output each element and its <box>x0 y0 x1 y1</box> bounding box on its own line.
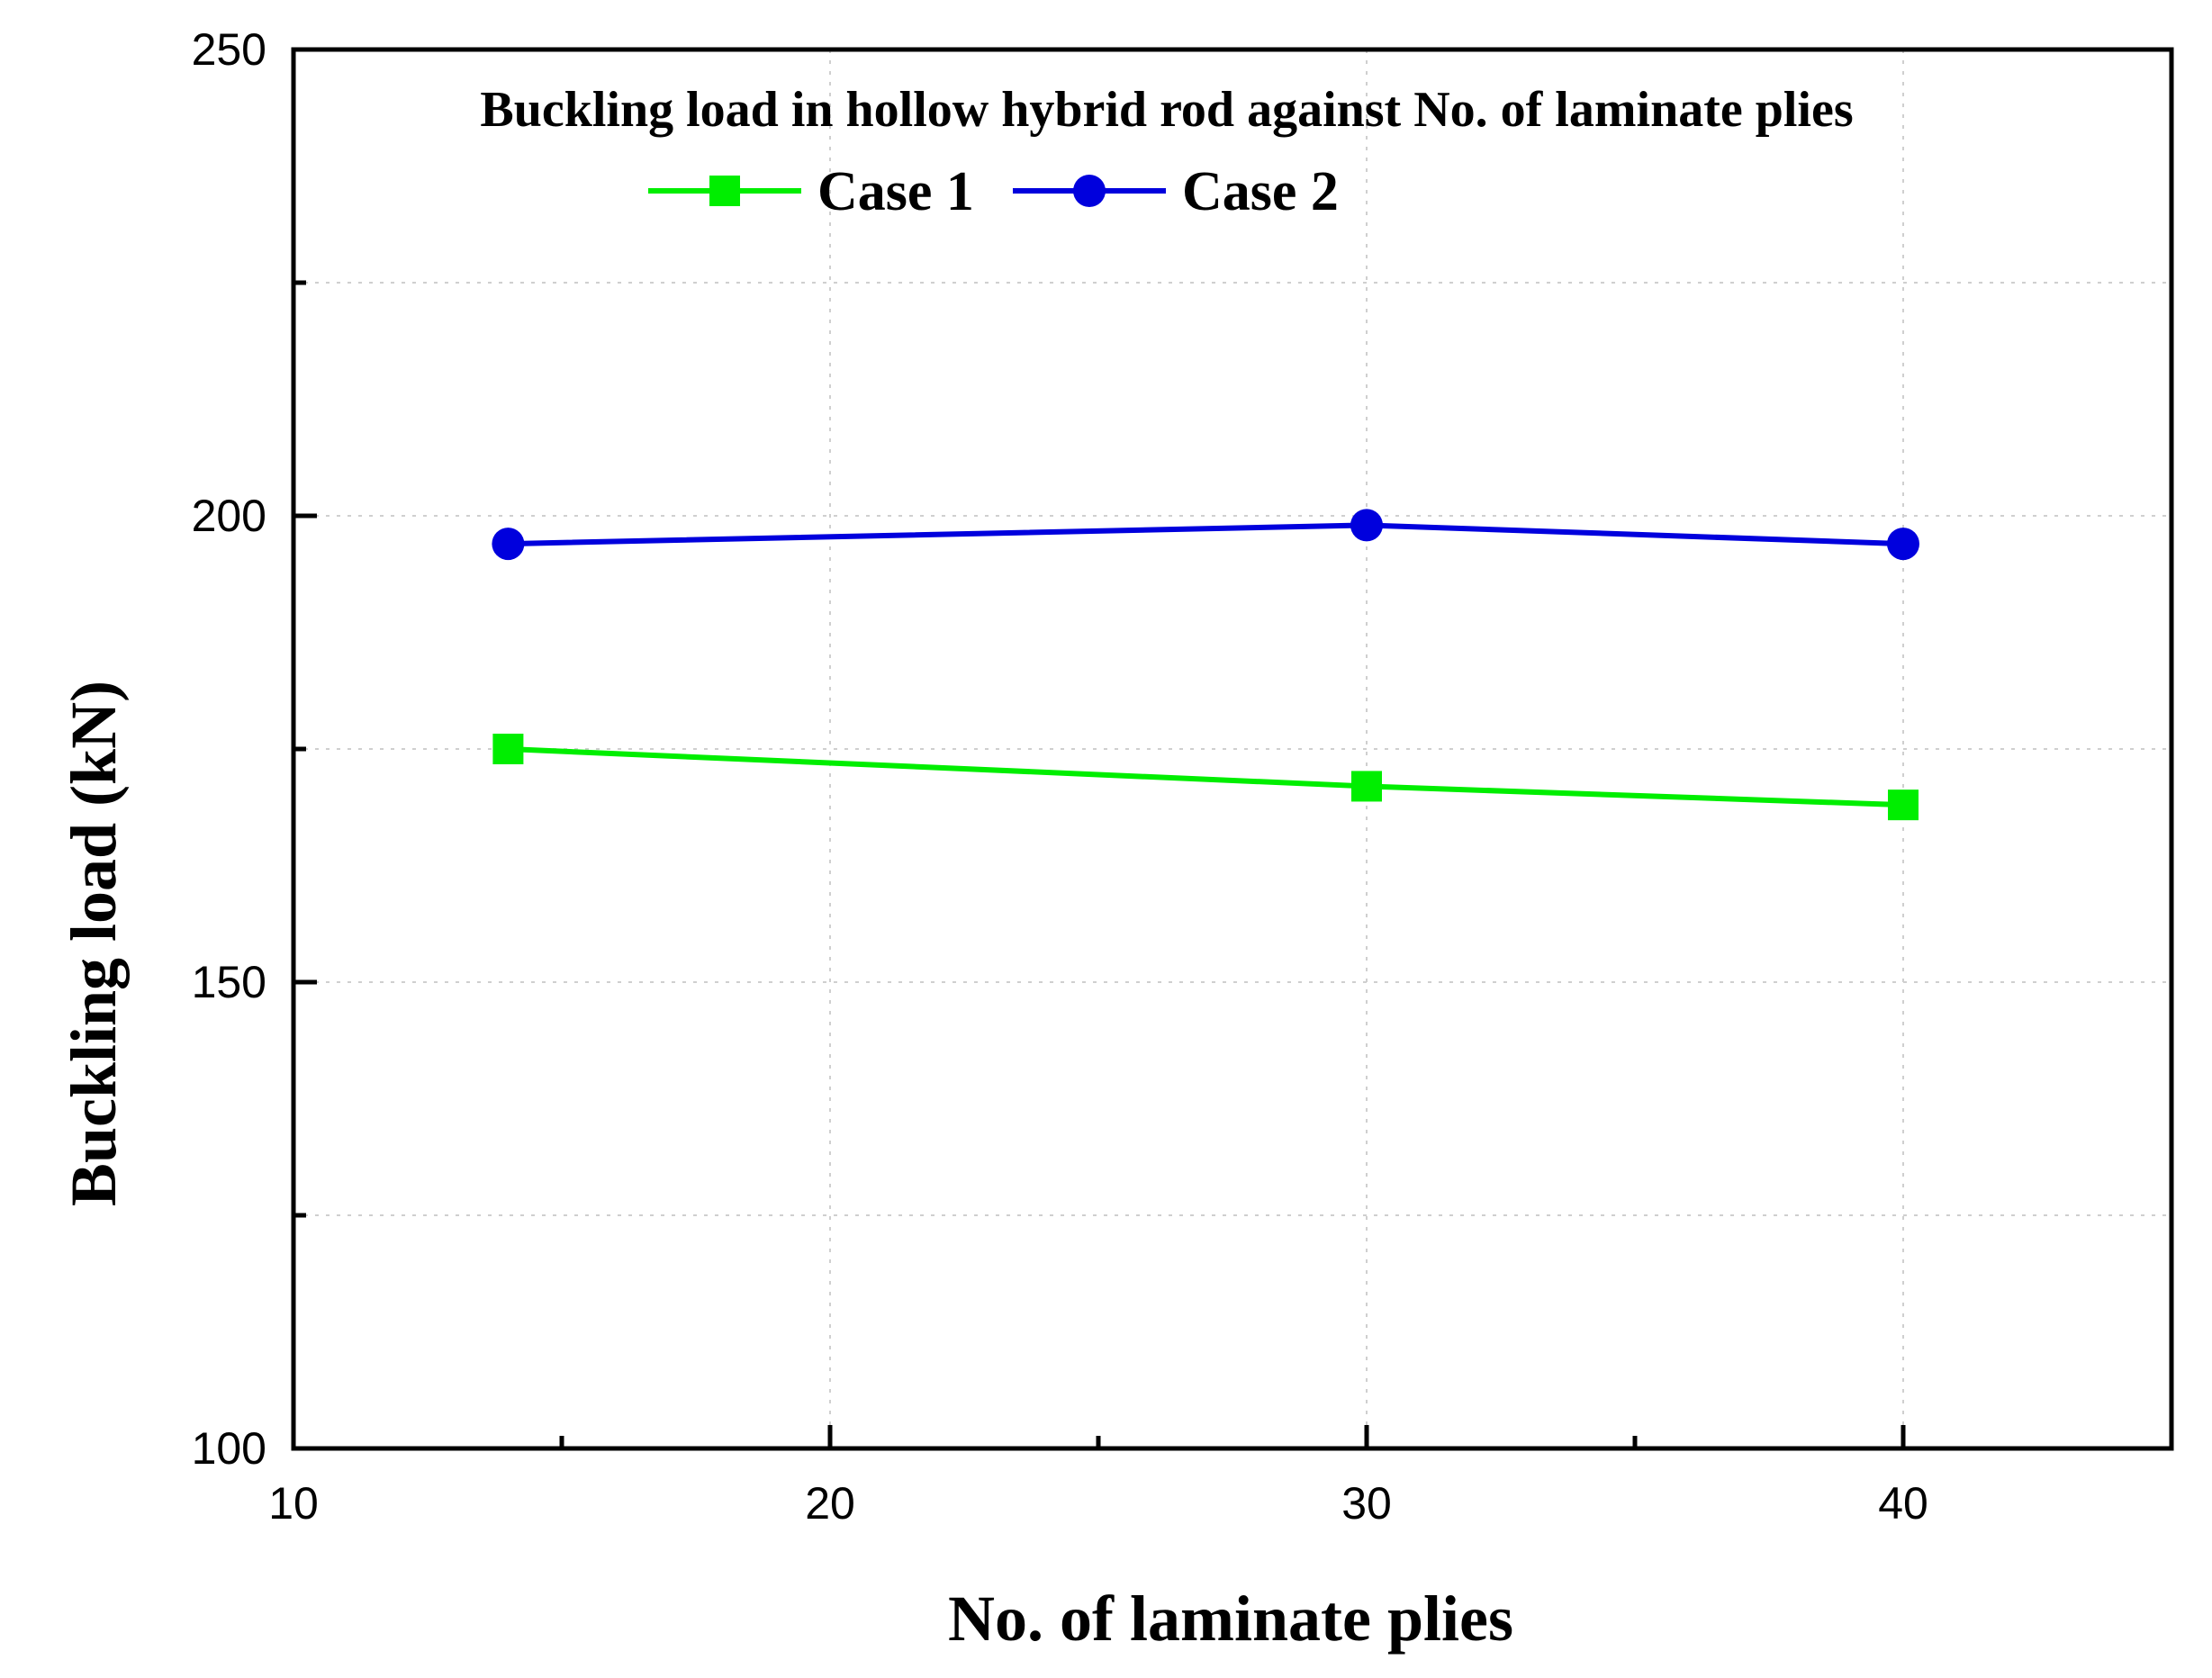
grid <box>293 50 2171 1448</box>
y-tick-label: 150 <box>192 957 266 1007</box>
x-tick-label: 10 <box>268 1478 319 1529</box>
y-axis-title: Buckling load (kN) <box>58 681 130 1206</box>
series <box>492 509 1919 821</box>
chart-title: Buckling load in hollow hybrid rod again… <box>480 82 1853 138</box>
y-tick-label: 200 <box>192 491 266 541</box>
legend-item-1: Case 1 <box>648 161 974 222</box>
data-point <box>1351 771 1382 802</box>
series-2 <box>492 509 1919 561</box>
legend-label: Case 1 <box>817 161 974 222</box>
legend-label: Case 2 <box>1182 161 1339 222</box>
series-1 <box>492 734 1919 821</box>
x-axis-title: No. of laminate plies <box>948 1583 1513 1655</box>
x-tick-label: 20 <box>805 1478 855 1529</box>
series-line <box>508 746 1904 808</box>
data-point <box>1888 789 1919 821</box>
legend-item-2: Case 2 <box>1013 161 1339 222</box>
legend: Case 1 Case 2 <box>648 161 1339 222</box>
data-point <box>1350 509 1383 542</box>
data-point <box>1887 528 1919 561</box>
axis-ticks: 10 20 30 40 100 150 200 250 <box>192 24 1928 1529</box>
series-line <box>508 522 1904 547</box>
data-point <box>492 734 524 764</box>
legend-marker <box>709 176 740 206</box>
y-tick-label: 250 <box>192 24 266 75</box>
x-tick-label: 30 <box>1341 1478 1392 1529</box>
data-point <box>492 528 525 561</box>
x-tick-label: 40 <box>1878 1478 1928 1529</box>
y-tick-label: 100 <box>192 1423 266 1474</box>
legend-marker <box>1073 175 1106 207</box>
